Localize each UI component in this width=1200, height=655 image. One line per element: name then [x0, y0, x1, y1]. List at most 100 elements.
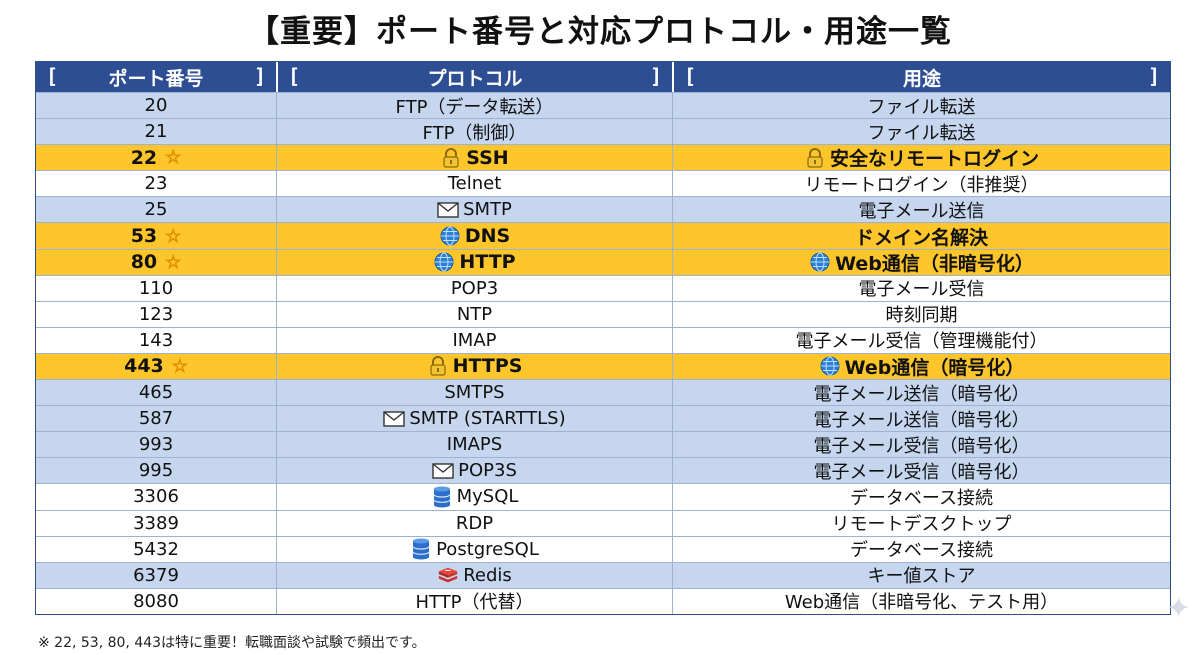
table-row: 8080 HTTP（代替） Web通信（非暗号化、テスト用）: [36, 588, 1170, 614]
usage-text: Web通信（暗号化）: [845, 353, 1025, 380]
port-number: 993: [139, 434, 173, 455]
port-cell: 25: [36, 197, 276, 222]
protocol-name: HTTPS: [453, 355, 523, 377]
port-cell: 8080: [36, 589, 276, 614]
port-number: 995: [139, 460, 173, 481]
protocol-cell: PostgreSQL: [276, 537, 672, 562]
protocol-name: MySQL: [457, 486, 519, 507]
port-cell: 3306: [36, 484, 276, 509]
usage-text: データベース接続: [850, 536, 993, 562]
header-port: [ ポート番号 ]: [36, 62, 276, 92]
table-row: 587 SMTP (STARTTLS) 電子メール送信（暗号化）: [36, 405, 1170, 431]
protocol-name: RDP: [456, 513, 493, 534]
usage-cell: リモートログイン（非推奨）: [672, 171, 1170, 196]
protocol-name: NTP: [457, 304, 492, 325]
port-cell: 6379: [36, 563, 276, 588]
bracket-open: [: [46, 64, 58, 88]
port-cell: 123: [36, 302, 276, 327]
table-row: 110 POP3 電子メール受信: [36, 275, 1170, 301]
usage-text: Web通信（非暗号化）: [835, 249, 1034, 276]
table-row: 20 FTP（データ転送） ファイル転送: [36, 92, 1170, 118]
port-number: 3389: [133, 513, 179, 534]
protocol-name: SMTP: [463, 199, 512, 220]
protocol-name: PostgreSQL: [436, 539, 539, 560]
protocol-cell: IMAPS: [276, 432, 672, 457]
usage-cell: データベース接続: [672, 537, 1170, 562]
protocol-cell: IMAP: [276, 328, 672, 353]
protocol-name: HTTP: [459, 251, 515, 273]
usage-cell: 電子メール送信: [672, 197, 1170, 222]
globe-icon: [809, 252, 831, 272]
bracket-open: [: [684, 64, 696, 88]
globe-icon: [819, 356, 841, 376]
protocol-cell: HTTP（代替）: [276, 589, 672, 614]
port-cell: 110: [36, 276, 276, 301]
usage-text: 電子メール送信: [859, 197, 985, 223]
usage-text: 電子メール受信: [859, 275, 985, 301]
header-port-label: ポート番号: [108, 64, 203, 91]
port-cell: 5432: [36, 537, 276, 562]
port-cell: 443 ☆: [36, 354, 276, 379]
port-number: 110: [139, 278, 173, 299]
header-usage-label: 用途: [903, 64, 941, 91]
usage-text: 電子メール送信（暗号化）: [814, 380, 1030, 406]
protocol-name: IMAPS: [447, 434, 502, 455]
port-cell: 80 ☆: [36, 250, 276, 275]
protocol-name: IMAP: [452, 330, 496, 351]
star-icon: ☆: [172, 356, 188, 377]
port-cell: 995: [36, 458, 276, 483]
protocol-name: SMTPS: [444, 382, 504, 403]
protocol-name: FTP（データ転送）: [396, 93, 554, 119]
usage-cell: データベース接続: [672, 484, 1170, 509]
page-title: 【重要】ポート番号と対応プロトコル・用途一覧: [0, 6, 1200, 51]
usage-cell: 電子メール受信（暗号化）: [672, 458, 1170, 483]
table-row: 143 IMAP 電子メール受信（管理機能付）: [36, 327, 1170, 353]
port-table: [ ポート番号 ] [ プロトコル ] [ 用途 ] 20 FTP（データ転送） フ…: [35, 61, 1171, 615]
usage-cell: ファイル転送: [672, 93, 1170, 118]
usage-text: 電子メール受信（暗号化）: [814, 432, 1030, 458]
sparkle-icon: ✦: [1166, 591, 1191, 626]
protocol-name: DNS: [465, 225, 510, 247]
protocol-cell: FTP（制御）: [276, 119, 672, 144]
port-cell: 143: [36, 328, 276, 353]
table-row: 80 ☆ HTTP Web通信（非暗号化）: [36, 249, 1170, 275]
port-number: 143: [139, 330, 173, 351]
usage-text: キー値ストア: [868, 562, 976, 588]
port-number: 80: [131, 251, 157, 273]
port-number: 587: [139, 408, 173, 429]
lock-icon: [440, 148, 462, 168]
usage-text: リモートデスクトップ: [832, 510, 1012, 536]
protocol-cell: SSH: [276, 145, 672, 170]
port-number: 25: [145, 199, 168, 220]
mail-icon: [432, 461, 454, 481]
usage-text: Web通信（非暗号化、テスト用）: [785, 588, 1058, 614]
table-row: 123 NTP 時刻同期: [36, 301, 1170, 327]
usage-cell: ドメイン名解決: [672, 223, 1170, 248]
port-cell: 587: [36, 406, 276, 431]
usage-text: ファイル転送: [868, 93, 976, 119]
port-number: 22: [131, 147, 157, 169]
star-icon: ☆: [165, 252, 181, 273]
protocol-cell: SMTPS: [276, 380, 672, 405]
usage-text: 電子メール送信（暗号化）: [814, 406, 1030, 432]
globe-icon: [433, 252, 455, 272]
port-number: 443: [124, 355, 164, 377]
protocol-name: POP3: [451, 278, 498, 299]
port-cell: 20: [36, 93, 276, 118]
lock-icon: [427, 356, 449, 376]
protocol-cell: HTTP: [276, 250, 672, 275]
usage-cell: ファイル転送: [672, 119, 1170, 144]
protocol-cell: SMTP: [276, 197, 672, 222]
bracket-close: ]: [254, 64, 266, 88]
usage-cell: 電子メール送信（暗号化）: [672, 406, 1170, 431]
port-cell: 465: [36, 380, 276, 405]
table-header: [ ポート番号 ] [ プロトコル ] [ 用途 ]: [36, 62, 1170, 92]
port-number: 5432: [133, 539, 179, 560]
globe-icon: [439, 226, 461, 246]
port-cell: 23: [36, 171, 276, 196]
table-row: 3389 RDP リモートデスクトップ: [36, 510, 1170, 536]
table-body: 20 FTP（データ転送） ファイル転送 21 FTP（制御） ファイル転送 22 ☆ SSH 安…: [36, 92, 1170, 614]
usage-text: 安全なリモートログイン: [830, 144, 1039, 171]
port-number: 465: [139, 382, 173, 403]
star-icon: ☆: [165, 226, 181, 247]
